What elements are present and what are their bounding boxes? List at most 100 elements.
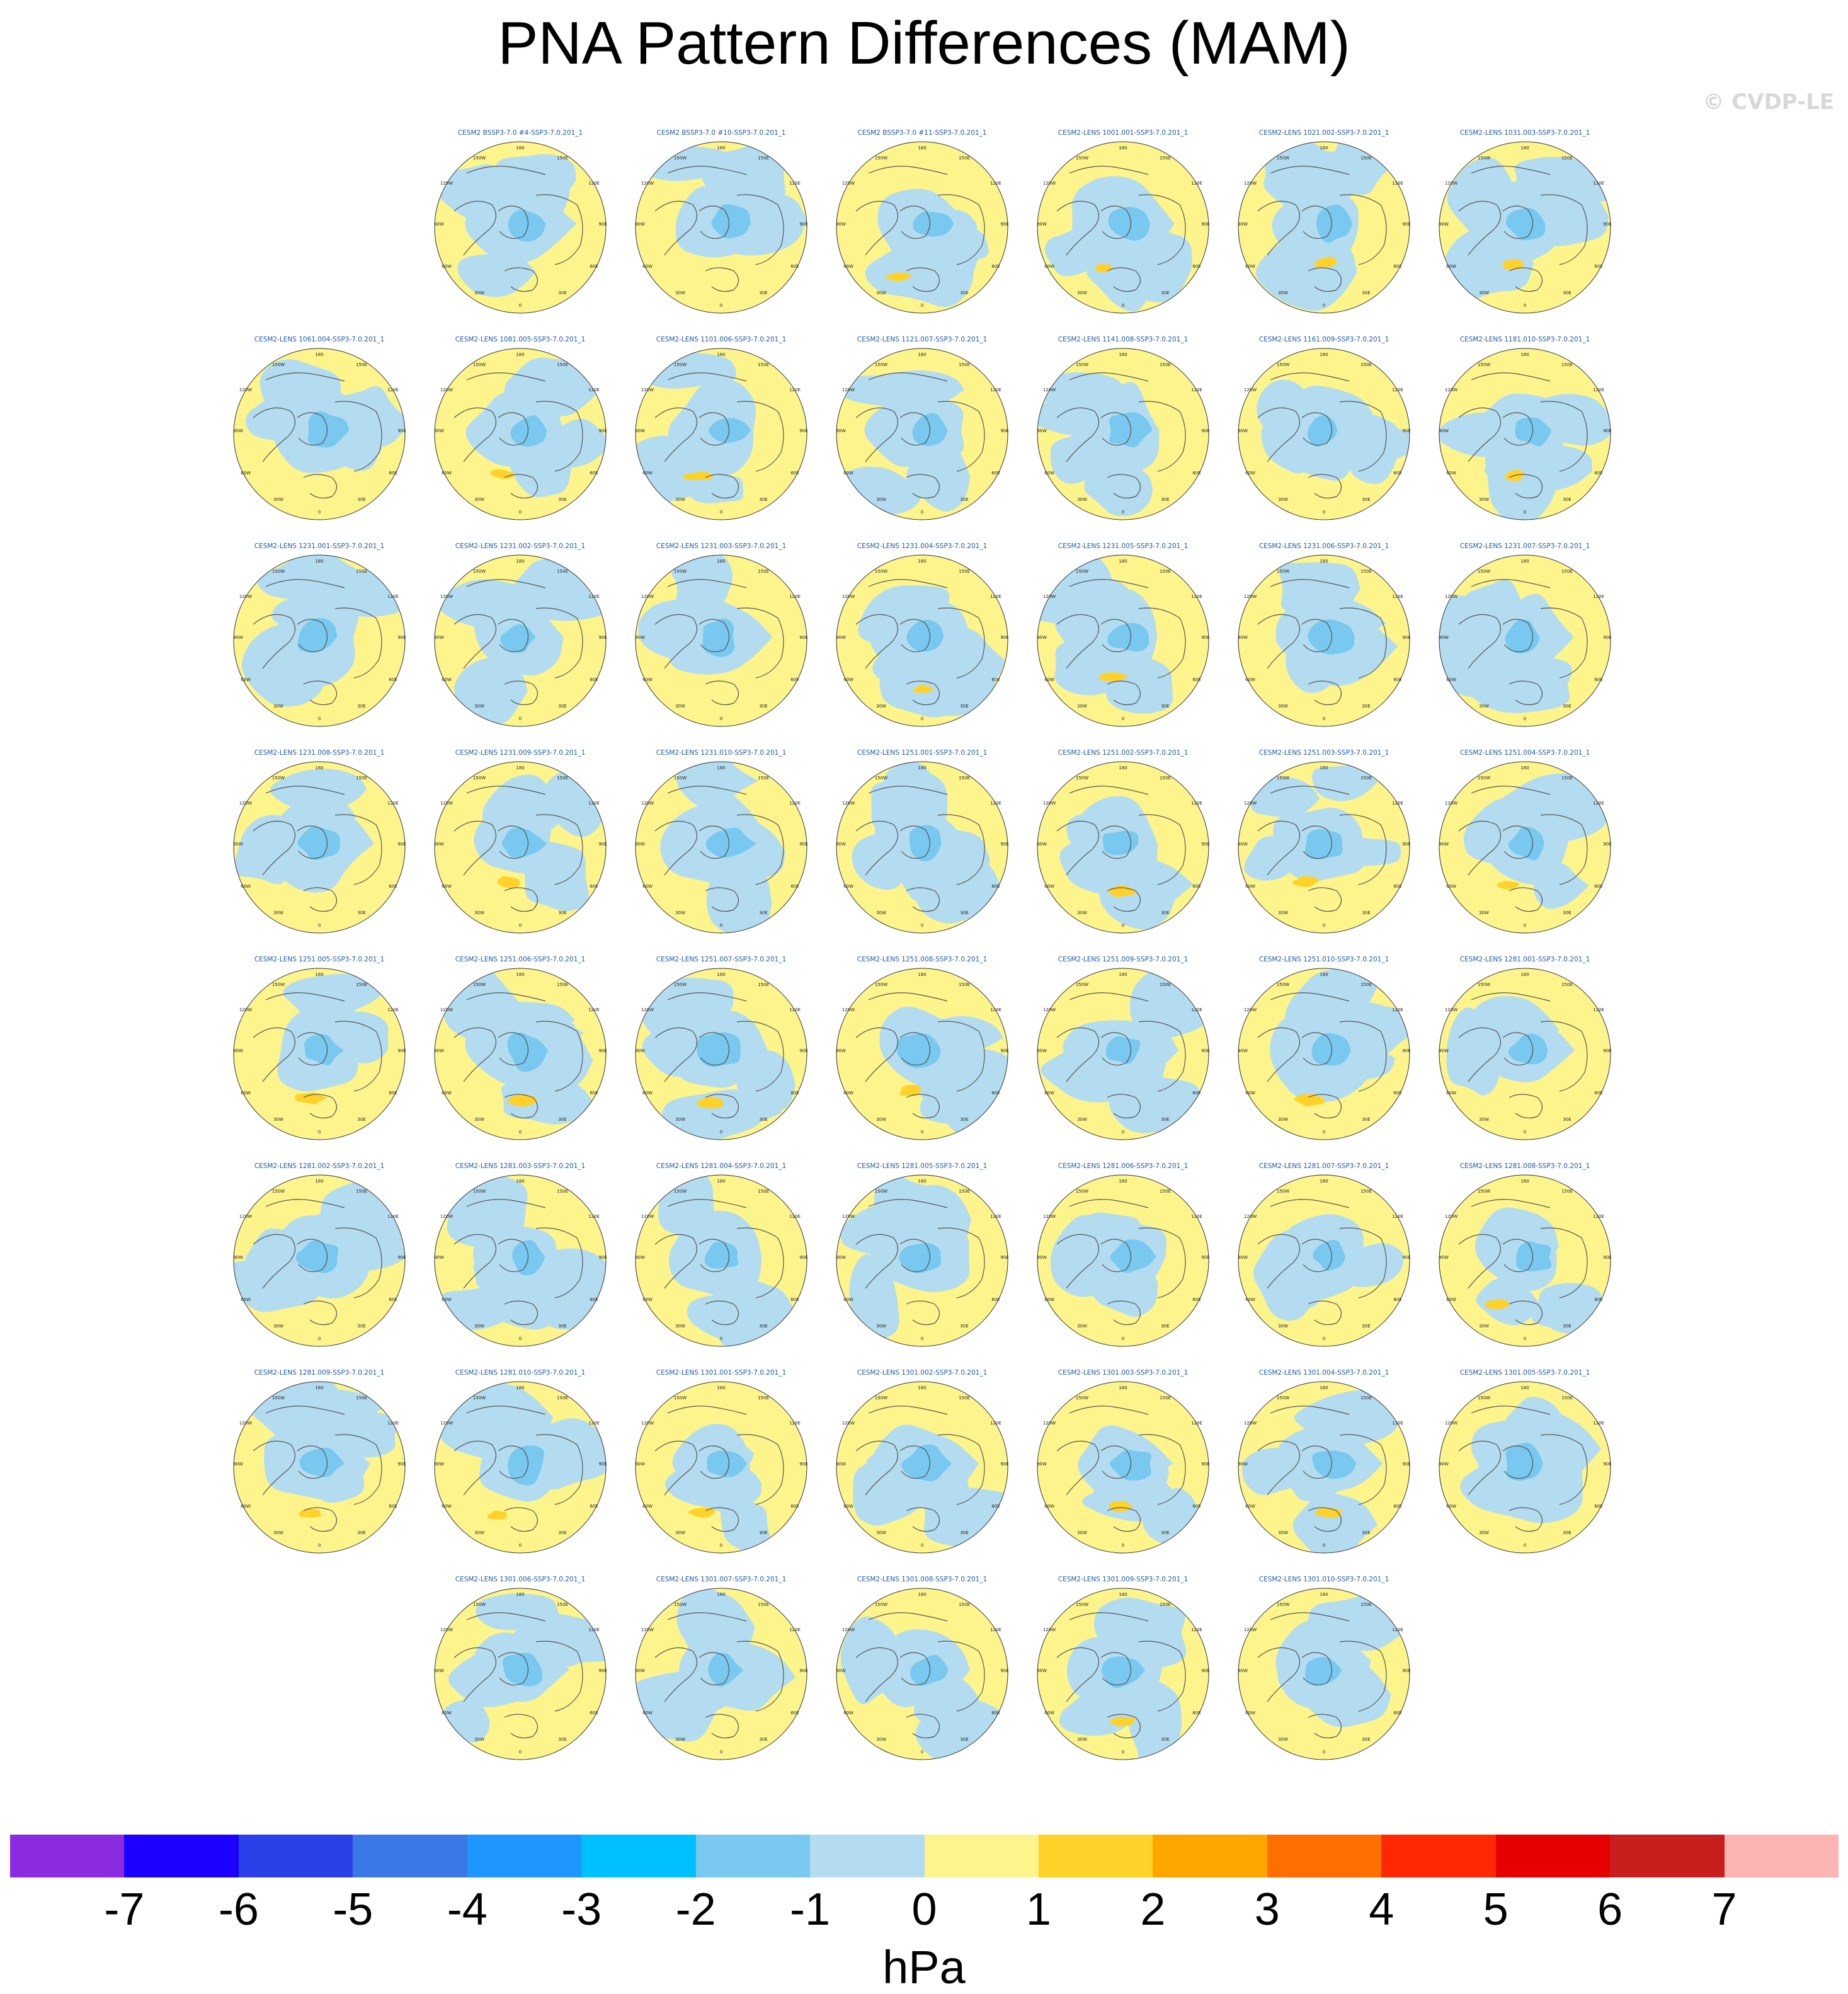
panel-title: CESM2-LENS 1281.001-SSP3-7.0.201_1 — [1459, 956, 1590, 963]
map-axis-label: 90E — [1603, 428, 1611, 433]
map-axis-label: 150E — [758, 569, 769, 574]
map-axis-label: 60E — [991, 1091, 1000, 1096]
map-axis-label: 0 — [1122, 1130, 1124, 1135]
map-axis-label: 60E — [1594, 677, 1602, 682]
map-axis-label: 30W — [675, 704, 685, 709]
map-axis-label: 150E — [758, 1189, 769, 1194]
map-axis-label: 90E — [799, 1462, 807, 1467]
map-axis-label: 90E — [598, 842, 607, 847]
map-axis-label: 150E — [557, 1189, 568, 1194]
map-axis-label: 180 — [918, 765, 926, 771]
map-axis-label: 120E — [1392, 181, 1403, 186]
panel-title: CESM2-LENS 1281.002-SSP3-7.0.201_1 — [254, 1162, 385, 1170]
map-axis-label: 120W — [842, 387, 855, 392]
map-axis-label: 150W — [875, 156, 887, 161]
map-axis-label: 60W — [1245, 677, 1255, 682]
map-axis-label: 30W — [675, 910, 685, 915]
map-axis-label: 150W — [674, 569, 687, 574]
map-axis-label: 120E — [1593, 1007, 1604, 1012]
map-axis-label: 60E — [590, 1504, 598, 1509]
map-panel: CESM2-LENS 1281.007-SSP3-7.0.201_1 180 150… — [1233, 1162, 1415, 1351]
map-axis-label: 60E — [590, 1710, 598, 1716]
map-axis-label: 180 — [315, 1179, 323, 1184]
map-axis-label: 60W — [1446, 1091, 1456, 1096]
map-axis-label: 90E — [598, 222, 607, 227]
panel-title: CESM2-LENS 1301.002-SSP3-7.0.201_1 — [857, 1369, 988, 1377]
map-axis-label: 60W — [442, 1091, 452, 1096]
map-axis-label: 30E — [1362, 497, 1370, 502]
map-axis-label: 60E — [1594, 471, 1602, 476]
map-axis-label: 60W — [1245, 471, 1255, 476]
map-axis-label: 120E — [1593, 1214, 1604, 1219]
panel-title: CESM2-LENS 1301.009-SSP3-7.0.201_1 — [1058, 1576, 1189, 1583]
map-axis-label: 150E — [1561, 362, 1573, 367]
map-axis-label: 30W — [1278, 290, 1288, 295]
map-axis-label: 150E — [1160, 156, 1171, 161]
map-axis-label: 150E — [557, 569, 568, 574]
map-axis-label: 30W — [876, 1324, 886, 1329]
map-axis-label: 30W — [876, 910, 886, 915]
map-axis-label: 60E — [389, 677, 397, 682]
polar-map: 180 150W 150E 120W 120E 90W 90E 60W 60E 30W 30E 0 — [1439, 761, 1612, 934]
map-axis-label: 60W — [1245, 264, 1255, 269]
map-axis-label: 150E — [1360, 156, 1372, 161]
panel-title: CESM2-LENS 1251.002-SSP3-7.0.201_1 — [1058, 749, 1189, 757]
map-axis-label: 120E — [387, 594, 399, 599]
map-axis-label: 60E — [389, 1297, 397, 1302]
map-axis-label: 30W — [1479, 704, 1489, 709]
map-axis-label: 120E — [1191, 1214, 1202, 1219]
map-axis-label: 150W — [1478, 1189, 1490, 1194]
map-axis-label: 0 — [1122, 510, 1124, 515]
map-axis-label: 150E — [1561, 156, 1573, 161]
map-axis-label: 60E — [1393, 1710, 1401, 1716]
map-axis-label: 90E — [1000, 1668, 1008, 1673]
map-axis-label: 90W — [1238, 842, 1248, 847]
map-panel: CESM2-LENS 1301.009-SSP3-7.0.201_1 180 150… — [1032, 1576, 1214, 1765]
map-axis-label: 150E — [1160, 569, 1171, 574]
map-axis-label: 60W — [442, 677, 452, 682]
map-axis-label: 120W — [842, 594, 855, 599]
map-axis-label: 30E — [357, 1117, 365, 1122]
map-axis-label: 120W — [1043, 1421, 1056, 1426]
map-axis-label: 150W — [875, 776, 887, 781]
map-axis-label: 30E — [1161, 290, 1169, 295]
map-axis-label: 30E — [960, 910, 968, 915]
map-axis-label: 120E — [990, 181, 1001, 186]
map-axis-label: 90W — [1439, 635, 1449, 640]
polar-map: 180 150W 150E 120W 120E 90W 90E 60W 60E 30W 30E 0 — [1238, 1381, 1411, 1554]
panel-title: CESM2-LENS 1231.004-SSP3-7.0.201_1 — [857, 542, 988, 550]
map-axis-label: 60W — [642, 1091, 653, 1096]
map-axis-label: 120W — [1244, 594, 1257, 599]
map-axis-label: 30W — [273, 1530, 283, 1535]
map-axis-label: 120W — [641, 387, 654, 392]
map-axis-label: 60E — [1192, 264, 1201, 269]
map-axis-label: 30W — [474, 704, 484, 709]
map-axis-label: 120W — [1244, 1007, 1257, 1012]
map-panel: CESM2-LENS 1001.001-SSP3-7.0.201_1 180 150… — [1032, 129, 1214, 318]
map-panel: CESM2-LENS 1231.002-SSP3-7.0.201_1 180 150… — [429, 542, 612, 731]
map-axis-label: 150E — [1160, 1602, 1171, 1607]
map-axis-label: 90E — [598, 1668, 607, 1673]
map-axis-label: 180 — [1320, 1179, 1328, 1184]
map-axis-label: 30E — [960, 1117, 968, 1122]
map-axis-label: 150W — [1076, 569, 1088, 574]
map-axis-label: 180 — [1119, 765, 1127, 771]
colorbar-tick-label: 4 — [1369, 1884, 1395, 1935]
map-axis-label: 30W — [273, 1324, 283, 1329]
map-panel: CESM2-LENS 1231.005-SSP3-7.0.201_1 180 150… — [1032, 542, 1214, 731]
panel-title: CESM2-LENS 1251.006-SSP3-7.0.201_1 — [455, 956, 586, 963]
figure-title: PNA Pattern Differences (MAM) — [498, 9, 1350, 77]
map-axis-label: 90E — [598, 428, 607, 433]
map-axis-label: 90E — [598, 1255, 607, 1260]
map-axis-label: 150E — [758, 1395, 769, 1401]
map-axis-label: 30W — [675, 1737, 685, 1742]
map-axis-label: 0 — [519, 510, 522, 515]
map-axis-label: 180 — [918, 352, 926, 357]
map-axis-label: 0 — [720, 716, 722, 721]
map-axis-label: 150W — [875, 1189, 887, 1194]
map-axis-label: 0 — [318, 923, 321, 928]
map-axis-label: 120E — [387, 1421, 399, 1426]
map-axis-label: 30E — [1362, 910, 1370, 915]
map-axis-label: 150W — [1076, 362, 1088, 367]
map-axis-label: 90W — [434, 842, 444, 847]
